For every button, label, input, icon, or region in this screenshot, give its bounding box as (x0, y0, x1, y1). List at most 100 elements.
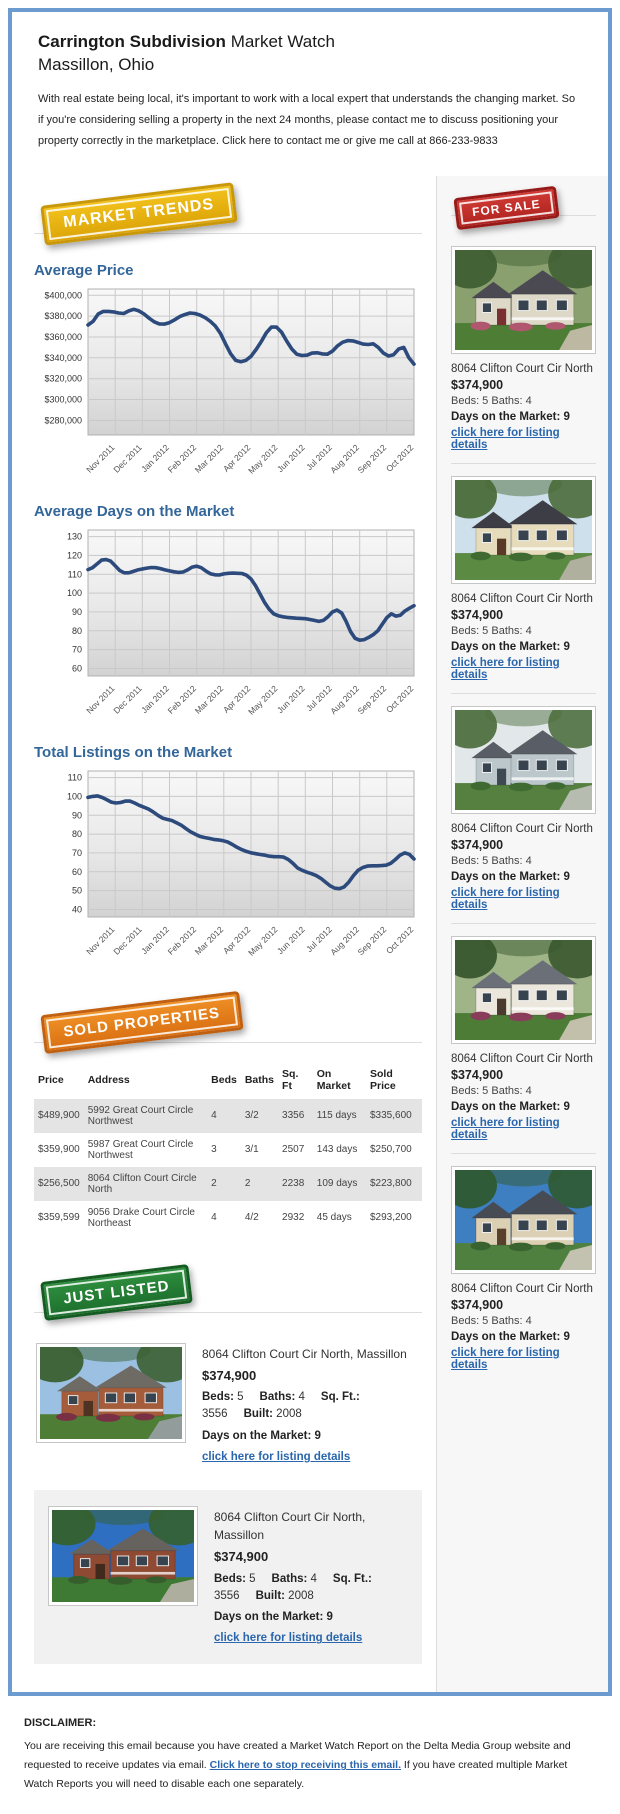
svg-text:100: 100 (67, 791, 82, 801)
listing-price: $374,900 (451, 607, 504, 622)
listing-beds-baths: Beds: 5 Baths: 4 (451, 394, 532, 407)
svg-text:$380,000: $380,000 (44, 311, 82, 321)
table-cell: 9056 Drake Court Circle Northeast (87, 1206, 195, 1229)
listing-price: $374,900 (214, 1549, 269, 1565)
listing-details-link[interactable]: click here for listing details (202, 1450, 351, 1463)
average-days-section: Average Days on the Market 60 70 80 90 100 11… (34, 503, 422, 728)
table-cell: $293,200 (369, 1212, 412, 1224)
svg-text:$280,000: $280,000 (44, 415, 82, 425)
house-photo[interactable] (451, 245, 596, 354)
report-location: Massillon, Ohio (38, 55, 155, 74)
listing-details-link[interactable]: click here for listing details (214, 1632, 363, 1645)
svg-text:40: 40 (72, 904, 82, 914)
sold-table-header: Address (87, 1073, 130, 1086)
svg-text:120: 120 (67, 550, 82, 560)
svg-text:Sep 2012: Sep 2012 (355, 442, 388, 475)
listing-spec: Built: 2008 (255, 1589, 314, 1602)
table-cell: 5987 Great Court Circle Northwest (87, 1138, 194, 1161)
house-photo[interactable] (48, 1506, 198, 1607)
svg-text:110: 110 (68, 569, 82, 579)
house-photo[interactable] (36, 1342, 186, 1443)
listing-days-on-market: Days on the Market: 9 (451, 1330, 570, 1343)
svg-text:50: 50 (72, 885, 82, 895)
svg-text:Oct 2012: Oct 2012 (384, 442, 416, 474)
svg-text:60: 60 (72, 866, 82, 876)
listing-days-on-market: Days on the Market: 9 (451, 410, 570, 423)
sidebar-for-sale: FOR SALE 8064 Clifton Court Cir North $3… (436, 175, 608, 1692)
listing-days-on-market: Days on the Market: 9 (451, 1100, 570, 1113)
listing-specs: Beds: 5 Baths: 4 Sq. Ft.: 3556 Built: 2008 (202, 1389, 420, 1424)
house-photo[interactable] (451, 1165, 596, 1274)
listing-address: 8064 Clifton Court Cir North, Massillon (214, 1510, 366, 1543)
email-container: Carrington Subdivision Market Watch Mass… (8, 8, 612, 1696)
listing-price: $374,900 (451, 377, 504, 392)
svg-text:60: 60 (72, 663, 82, 673)
table-cell: 3 (211, 1144, 217, 1156)
svg-text:$400,000: $400,000 (44, 290, 82, 300)
svg-text:Feb 2012: Feb 2012 (166, 442, 199, 475)
listing-details-link[interactable]: click here for listing details (451, 426, 560, 451)
svg-text:Mar 2012: Mar 2012 (193, 683, 226, 716)
house-photo[interactable] (451, 705, 596, 814)
page: Carrington Subdivision Market Watch Mass… (0, 8, 620, 1814)
listing-days-on-market: Days on the Market: 9 (451, 870, 570, 883)
report-title: Carrington Subdivision Market Watch (38, 32, 582, 52)
svg-text:$360,000: $360,000 (44, 332, 82, 342)
listing-details-link[interactable]: click here for listing details (451, 1346, 560, 1371)
table-cell: 4 (211, 1110, 217, 1122)
svg-text:80: 80 (72, 829, 82, 839)
house-photo[interactable] (451, 475, 596, 584)
listing-details-link[interactable]: click here for listing details (451, 656, 560, 681)
svg-text:Oct 2012: Oct 2012 (384, 924, 416, 956)
disclaimer: DISCLAIMER: You are receiving this email… (0, 1696, 620, 1814)
sold-table-header: Sold Price (369, 1067, 396, 1092)
table-cell: 5992 Great Court Circle Northwest (87, 1104, 194, 1127)
table-cell: 4 (211, 1212, 217, 1224)
svg-text:Nov 2011: Nov 2011 (84, 924, 117, 957)
market-trends-badge: MARKET TRENDS (40, 182, 238, 246)
svg-text:130: 130 (67, 531, 82, 541)
svg-text:90: 90 (72, 810, 82, 820)
table-cell: $359,599 (38, 1212, 80, 1224)
table-row: $256,500 8064 Clifton Court Circle North 2… (34, 1166, 422, 1201)
table-cell: $335,600 (369, 1110, 412, 1122)
listing-address: 8064 Clifton Court Cir North (451, 1282, 593, 1295)
listing-price: $374,900 (202, 1367, 257, 1383)
svg-text:Sep 2012: Sep 2012 (355, 924, 388, 957)
listing-details-link[interactable]: click here for listing details (451, 1116, 560, 1141)
table-cell: $489,900 (38, 1110, 80, 1122)
svg-text:$340,000: $340,000 (44, 352, 82, 362)
svg-text:Jun 2012: Jun 2012 (275, 442, 307, 474)
for-sale-listing: 8064 Clifton Court Cir North $374,900 Be… (451, 464, 596, 694)
svg-text:70: 70 (72, 848, 82, 858)
report-title-suffix: Market Watch (230, 32, 335, 51)
listing-price: $374,900 (451, 1297, 504, 1312)
table-cell: $223,800 (369, 1178, 412, 1190)
intro-text: With real estate being local, it's impor… (38, 93, 576, 147)
house-photo[interactable] (451, 935, 596, 1044)
listing-price: $374,900 (451, 1067, 504, 1082)
svg-text:$300,000: $300,000 (44, 394, 82, 404)
divider (34, 1311, 422, 1313)
svg-text:Oct 2012: Oct 2012 (384, 683, 416, 715)
sold-table-header-row: Price Address Beds Baths Sq. Ft On Market Sold… (34, 1061, 422, 1099)
svg-text:Feb 2012: Feb 2012 (166, 924, 199, 957)
svg-text:Mar 2012: Mar 2012 (193, 442, 226, 475)
for-sale-badge-row: FOR SALE (451, 185, 596, 230)
listing-beds-baths: Beds: 5 Baths: 4 (451, 854, 532, 867)
market-trends-badge-row: MARKET TRENDS (34, 182, 422, 246)
table-cell: $359,900 (38, 1144, 80, 1156)
listing-spec: Baths: 4 (271, 1572, 317, 1585)
svg-text:May 2012: May 2012 (246, 924, 280, 958)
average-price-section: Average Price $280,000 $300,000 $320,000 $3… (34, 262, 422, 487)
unsubscribe-link[interactable]: Click here to stop receiving this email. (209, 1759, 402, 1772)
listing-details-link[interactable]: click here for listing details (451, 886, 560, 911)
listing-price: $374,900 (451, 837, 504, 852)
average-days-chart: 60 70 80 90 100 110 120 130 Nov 2011 Dec 2011 Jan … (34, 524, 422, 728)
divider (34, 1041, 422, 1043)
table-cell: 4/2 (244, 1212, 259, 1224)
sold-table-header: Beds (211, 1073, 237, 1086)
svg-text:May 2012: May 2012 (246, 683, 280, 717)
listing-spec: Built: 2008 (243, 1408, 302, 1421)
svg-text:80: 80 (72, 625, 82, 635)
